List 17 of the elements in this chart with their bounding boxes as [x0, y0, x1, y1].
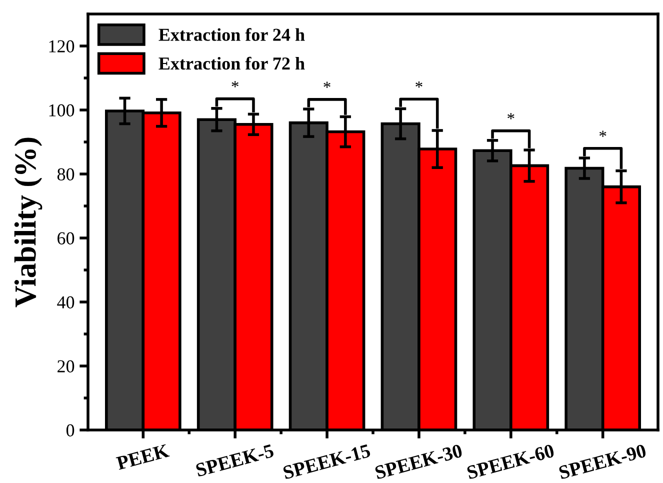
legend-label: Extraction for 72 h — [158, 56, 305, 70]
y-axis-title: Viability (%) — [14, 138, 42, 308]
y-tick-label: 60 — [58, 232, 74, 244]
annotation: * — [599, 130, 606, 137]
annotation: * — [508, 113, 514, 120]
legend-label: Extraction for 24 h — [158, 28, 305, 41]
x-tick-label: PEEK — [116, 444, 170, 470]
annotation: * — [416, 81, 422, 88]
y-tick-label: 0 — [66, 424, 74, 436]
y-tick-label: 120 — [49, 40, 74, 52]
y-tick-label: 20 — [58, 360, 74, 372]
y-tick-label: 80 — [57, 168, 74, 180]
y-tick-label: 40 — [57, 296, 74, 308]
annotation: * — [232, 81, 238, 88]
y-tick-label: 100 — [49, 104, 74, 116]
x-tick-label: SPEEK-5 — [195, 444, 274, 477]
annotation: * — [324, 82, 330, 88]
